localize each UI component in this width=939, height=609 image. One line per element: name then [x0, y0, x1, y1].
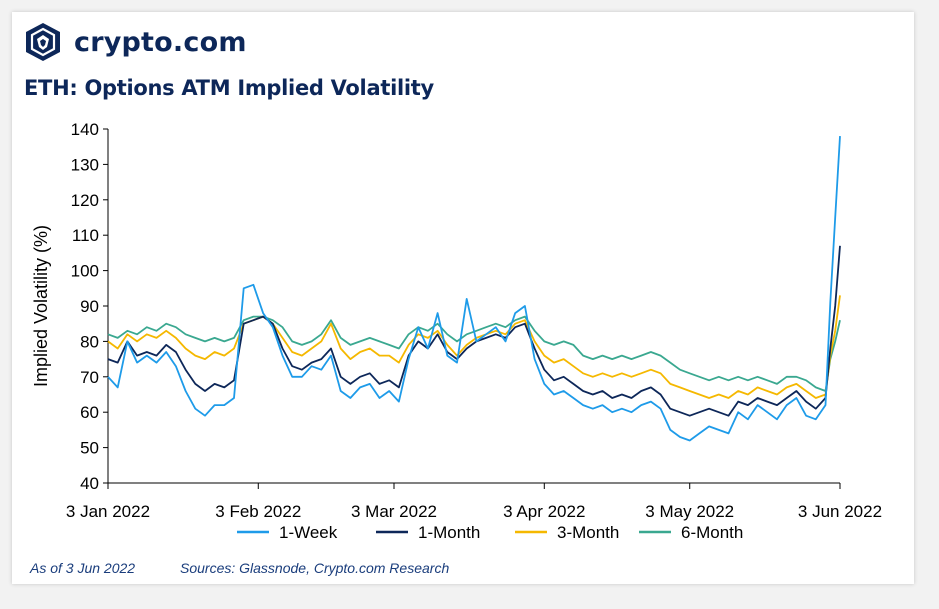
line-chart: 40 50 60 70 80 90 100 110 120 130 140 3 Jan 2022 3 F…	[31, 120, 882, 542]
legend-label-6-month: 6-Month	[681, 523, 743, 542]
y-tick-label: 70	[80, 368, 99, 387]
y-tick-label: 40	[80, 474, 99, 493]
y-tick-label: 80	[80, 332, 99, 351]
series-line-1-month	[107, 245, 841, 417]
x-tick-label: 3 Apr 2022	[503, 502, 585, 521]
series-line-1-week	[107, 136, 841, 442]
sources-note: Sources: Glassnode, Crypto.com Research	[180, 560, 450, 576]
series-layer	[107, 136, 841, 442]
series-line-6-month	[107, 315, 841, 392]
y-tick-label: 140	[71, 120, 99, 139]
as-of-note: As of 3 Jun 2022	[30, 560, 136, 576]
y-tick-label: 130	[71, 155, 99, 174]
x-tick-label: 3 Feb 2022	[215, 502, 301, 521]
chart-title: ETH: Options ATM Implied Volatility	[24, 76, 434, 100]
x-tick-label: 3 Mar 2022	[351, 502, 437, 521]
legend-label-1-week: 1-Week	[279, 523, 338, 542]
crypto-com-lion-shield-icon	[26, 23, 60, 61]
y-tick-label: 120	[71, 191, 99, 210]
y-axis-title: Implied Volatility (%)	[31, 225, 51, 387]
brand-logo: crypto.com	[24, 22, 247, 62]
y-tick-label: 110	[72, 226, 99, 245]
chart-axes: 40 50 60 70 80 90 100 110 120 130 140 3 Jan 2022 3 F…	[31, 120, 882, 521]
y-tick-label: 50	[80, 439, 99, 458]
brand-name: crypto.com	[74, 26, 247, 58]
y-tick-label: 100	[71, 262, 99, 281]
y-tick-label: 60	[80, 403, 99, 422]
x-tick-label: 3 Jan 2022	[66, 502, 150, 521]
chart-legend: 1-Week 1-Month 3-Month 6-Month	[237, 523, 743, 542]
x-tick-label: 3 Jun 2022	[798, 502, 882, 521]
x-tick-label: 3 May 2022	[645, 502, 734, 521]
legend-label-3-month: 3-Month	[557, 523, 619, 542]
series-line-3-month	[107, 295, 841, 399]
legend-label-1-month: 1-Month	[418, 523, 480, 542]
y-tick-label: 90	[80, 297, 99, 316]
chart-card: crypto.com ETH: Options ATM Implied Vola…	[12, 12, 914, 584]
